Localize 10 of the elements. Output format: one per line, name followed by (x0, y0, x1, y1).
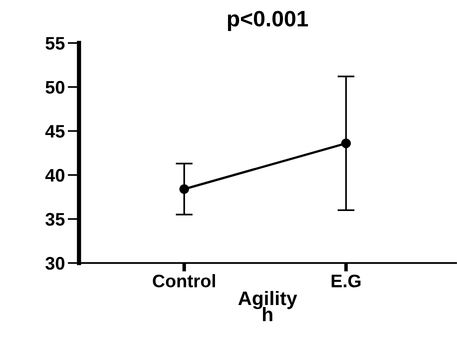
y-tick-label: 45 (45, 125, 65, 138)
y-tick-label: 50 (46, 80, 64, 94)
y-tick-label: 55 (46, 37, 65, 50)
chart-title: p<0.001 (228, 10, 308, 31)
y-tick-label: 40 (45, 168, 64, 182)
x-tick-label: E.G (332, 274, 360, 288)
x-axis-title: Agility h (238, 290, 298, 322)
y-tick-label: 35 (45, 212, 65, 226)
x-tick-label: Control (152, 274, 216, 288)
y-tick-label: 30 (45, 256, 64, 270)
